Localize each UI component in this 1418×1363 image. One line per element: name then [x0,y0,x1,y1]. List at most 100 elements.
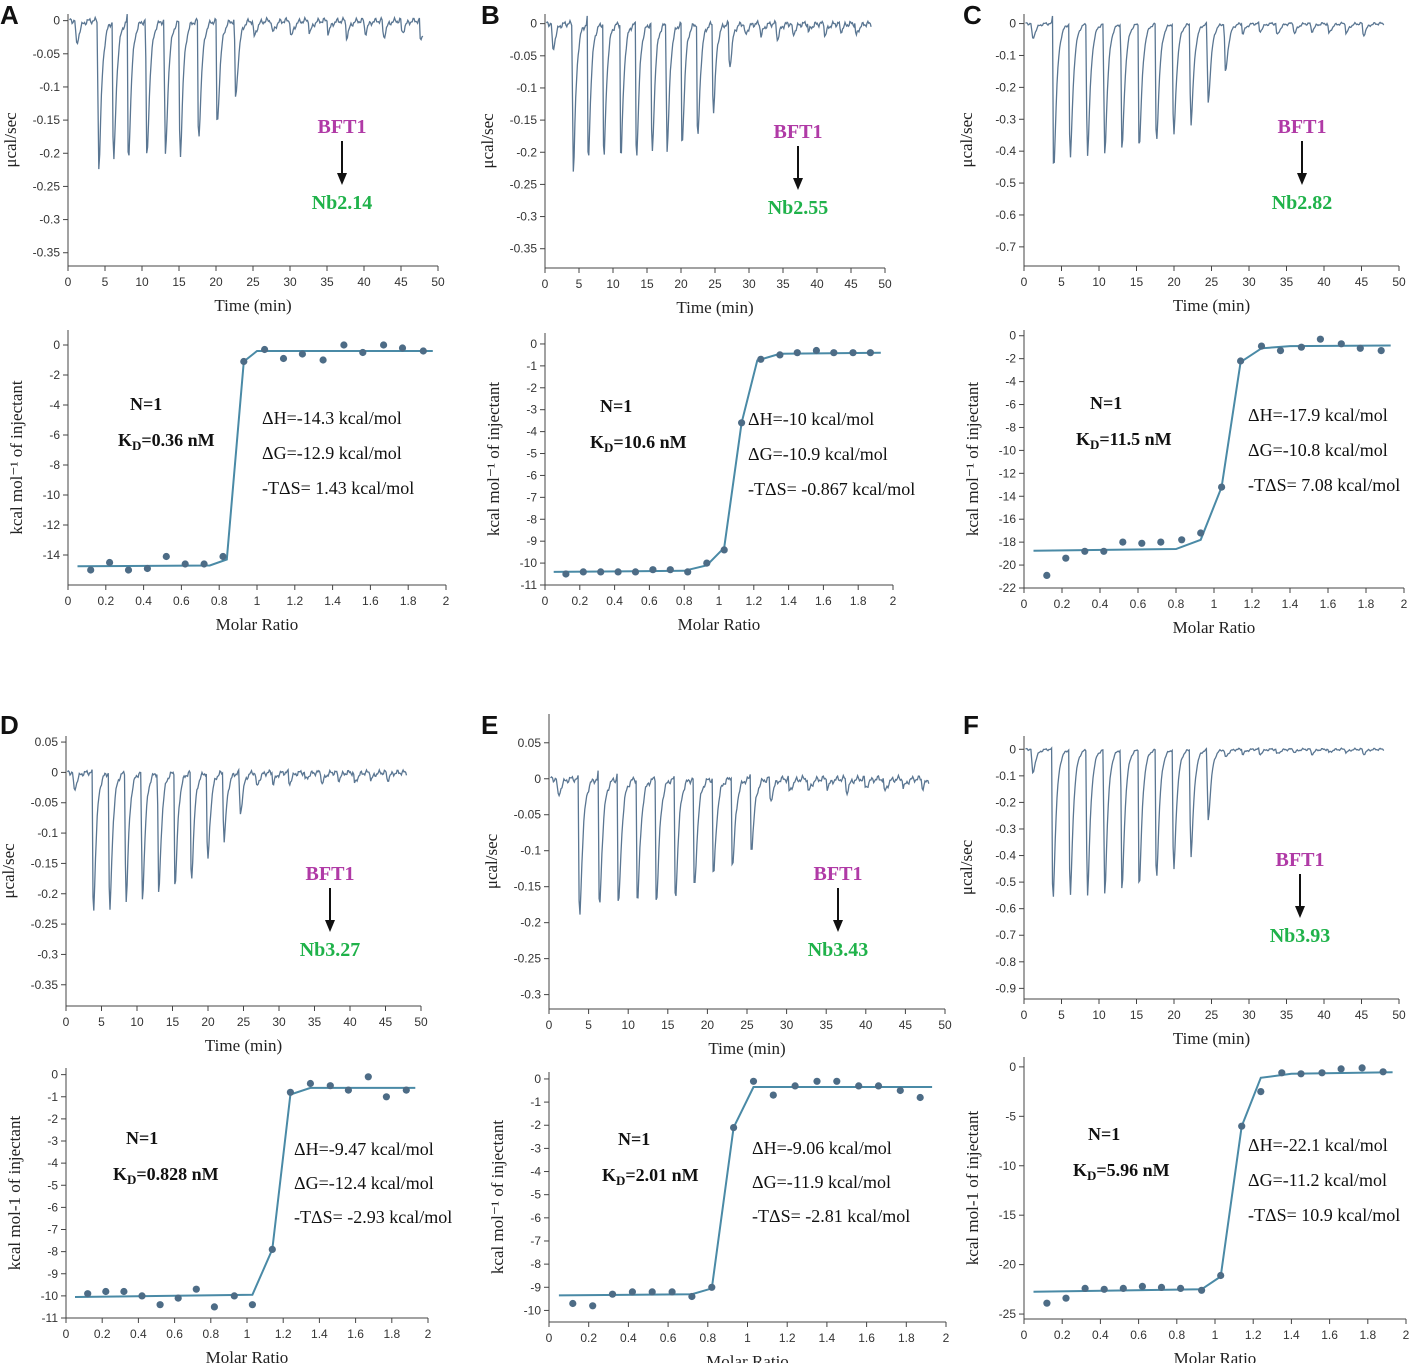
fit-isotherm: 0 -2 -4 -6 -8 -10 -12 -14 -16 -18 -20 -22 0 0.2 0.4 0.6… [963,329,1408,637]
data-point [240,357,248,366]
fit-x-tick-label: 1.8 [898,1331,915,1345]
kd-symbol: K [113,1164,127,1184]
data-point [1297,1070,1305,1078]
fit-x-tick-label: 1 [244,1327,251,1341]
data-point [666,566,674,574]
raw-y-tick-label: -0.05 [510,49,538,63]
thermo-stat: ΔH=-9.06 kcal/mol [752,1138,892,1158]
thermo-stat: ΔH=-9.47 kcal/mol [294,1139,434,1159]
fit-x-tick-label: 0.6 [1130,597,1147,611]
raw-x-axis-label: Time (min) [1173,1029,1250,1048]
data-point [703,559,711,567]
fit-y-tick-label: -5 [526,447,537,461]
kd-subscript: D [132,438,141,453]
data-point [631,568,640,576]
fit-x-tick-label: 1.6 [1321,1328,1338,1342]
raw-y-tick-label: -0.2 [995,80,1016,94]
fit-x-tick-label: 1 [716,594,723,608]
data-point [1377,347,1385,355]
data-point [1237,357,1245,365]
data-point [562,570,570,578]
thermo-stat: ΔH=-14.3 kcal/mol [262,408,402,428]
panel-label: B [481,0,500,30]
raw-trace [1025,15,1385,165]
fit-x-tick-label: 0.8 [676,594,693,608]
nanobody-label: Nb2.55 [768,197,829,219]
data-point [830,349,838,357]
raw-y-axis-label: μcal/sec [0,843,18,899]
raw-x-tick-label: 50 [414,1015,428,1029]
raw-x-tick-label: 30 [742,277,756,291]
fit-isotherm: 0 -1 -2 -3 -4 -5 -6 -7 -8 -9 -10 0 0.2 0.4 0.6 0.8 1 1.2 1… [488,1072,950,1363]
arrow-head-icon [1297,173,1307,185]
data-point [138,1292,146,1300]
raw-x-tick-label: 15 [166,1015,180,1029]
data-point [649,566,657,574]
raw-y-tick-label: -0.05 [31,796,59,810]
fit-y-tick-label: -8 [49,458,60,472]
fit-x-tick-label: 0.2 [571,594,588,608]
raw-x-tick-label: 20 [1167,275,1181,289]
raw-x-tick-label: 40 [859,1018,873,1032]
nanobody-label: Nb3.27 [300,939,361,961]
raw-x-tick-label: 40 [1317,275,1331,289]
thermo-stat: ΔG=-11.9 kcal/mol [752,1172,891,1192]
fit-x-tick-label: 0 [1021,1328,1028,1342]
fit-y-tick-label: 0 [51,1068,58,1082]
data-point [1100,547,1108,555]
data-point [874,1082,883,1090]
raw-x-tick-label: 0 [63,1015,70,1029]
fit-x-tick-label: 0.2 [1054,597,1071,611]
fit-y-tick-label: -9 [526,534,537,548]
raw-thermogram: 0 -0.1 -0.2 -0.3 -0.4 -0.5 -0.6 -0.7 0 5 10 15 20 25 3… [957,14,1406,315]
panel-label: A [0,0,19,30]
fit-x-tick-label: 1.2 [1245,1328,1262,1342]
raw-x-tick-label: 0 [542,277,549,291]
raw-y-tick-label: -0.05 [514,808,542,822]
thermo-stat: -TΔS= 10.9 kcal/mol [1248,1205,1400,1225]
raw-thermogram: 0.05 0 -0.05 -0.1 -0.15 -0.2 -0.25 -0.3 -0.35 0 5 1… [0,735,428,1055]
data-point [668,1288,676,1296]
raw-y-tick-label: -0.1 [995,48,1016,62]
thermo-stat: ΔG=-11.2 kcal/mol [1248,1170,1387,1190]
fit-y-tick-label: -14 [43,548,61,562]
fit-y-tick-label: 0 [530,337,537,351]
data-point [279,354,288,363]
raw-y-tick-label: -0.25 [31,917,59,931]
data-point [1257,1088,1265,1096]
fit-x-tick-label: 1.2 [779,1331,796,1345]
kd-value: =0.828 nM [136,1164,218,1184]
raw-x-tick-label: 5 [1058,275,1065,289]
raw-x-tick-label: 10 [606,277,620,291]
fit-x-tick-label: 1.4 [819,1331,836,1345]
fit-y-tick-label: -3 [526,403,537,417]
panel-label: C [963,0,982,30]
data-point [1356,344,1364,352]
fit-x-axis-label: Molar Ratio [216,615,299,634]
data-point [757,355,765,363]
raw-x-tick-label: 25 [1205,275,1219,289]
data-point [1358,1064,1366,1072]
data-point [1177,1284,1185,1292]
data-point [1217,1271,1225,1280]
data-point [1278,1069,1286,1077]
raw-x-tick-label: 10 [1092,1008,1106,1022]
kd-label: KD=0.36 nM [118,430,215,453]
fit-y-tick-label: -9 [47,1267,58,1281]
raw-x-tick-label: 30 [780,1018,794,1032]
fit-y-tick-label: -25 [999,1307,1017,1321]
thermo-stat: ΔG=-10.8 kcal/mol [1248,440,1388,460]
fit-x-tick-label: 1.2 [1244,597,1261,611]
fit-isotherm: 0 -2 -4 -6 -8 -10 -12 -14 0 0.2 0.4 0.6 0.8 1 1.2 1.4 1.… [7,330,450,634]
kd-symbol: K [1073,1160,1087,1180]
raw-x-tick-label: 35 [820,1018,834,1032]
data-point [200,560,208,568]
data-point [1119,1284,1127,1292]
raw-y-tick-label: 0 [1009,742,1016,756]
raw-x-tick-label: 45 [1355,275,1369,289]
raw-x-tick-label: 45 [379,1015,393,1029]
data-point [1157,538,1165,546]
thermo-stat: -TΔS= 1.43 kcal/mol [262,478,414,498]
data-point [1218,483,1226,491]
raw-y-tick-label: -0.9 [995,981,1016,995]
